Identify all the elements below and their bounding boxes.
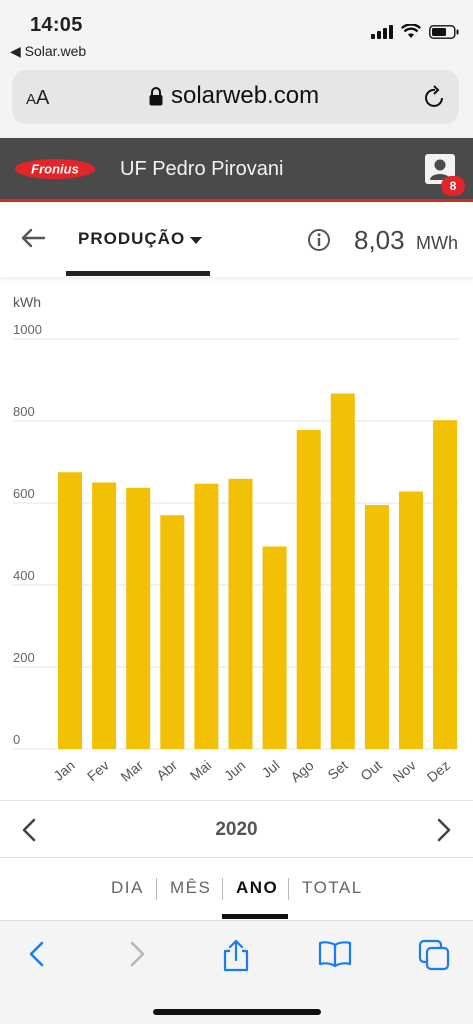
bar-set[interactable] — [330, 393, 355, 749]
y-tick-label: 0 — [13, 732, 20, 747]
signal-icon — [371, 24, 393, 39]
bar-fev[interactable] — [92, 482, 117, 750]
back-arrow-icon[interactable] — [20, 227, 46, 249]
period-tabs: DIA MÊS ANO TOTAL — [0, 860, 473, 920]
plant-name: UF Pedro Pirovani — [120, 158, 284, 180]
x-tick-label: Mai — [187, 757, 215, 784]
y-axis-label: kWh — [13, 294, 41, 310]
bar-abr[interactable] — [160, 515, 185, 749]
x-tick-label: Abr — [153, 757, 180, 783]
tab-ano[interactable]: ANO — [236, 878, 279, 897]
view-toolbar: PRODUÇÃO 8,03 MWh — [0, 205, 473, 277]
tab-separator — [288, 878, 289, 900]
brand-text: Fronius — [31, 162, 79, 177]
tab-total[interactable]: TOTAL — [302, 878, 363, 897]
share-icon[interactable] — [221, 939, 251, 973]
url-group: solarweb.com — [149, 82, 319, 110]
fronius-logo[interactable]: Fronius — [14, 158, 96, 180]
chevron-left-icon[interactable] — [20, 817, 38, 843]
bar-mar[interactable] — [126, 487, 151, 749]
total-production-value: 8,03 — [354, 225, 405, 255]
x-tick-label: Jun — [221, 757, 249, 784]
active-tab-underline — [222, 914, 288, 919]
bookmarks-icon[interactable] — [318, 939, 352, 969]
x-tick-label: Out — [357, 757, 385, 784]
bar-mai[interactable] — [194, 483, 219, 749]
bar-dez[interactable] — [433, 420, 458, 749]
battery-icon — [429, 24, 459, 39]
x-tick-label: Mar — [117, 757, 146, 785]
info-icon[interactable] — [307, 228, 331, 252]
wifi-icon — [401, 24, 421, 38]
lock-icon — [149, 87, 163, 106]
tab-mes[interactable]: MÊS — [170, 878, 212, 897]
y-tick-label: 1000 — [13, 322, 42, 337]
text-size-button[interactable]: AA — [26, 87, 50, 109]
address-bar[interactable]: AA solarweb.com — [12, 70, 459, 124]
selected-year: 2020 — [215, 819, 258, 840]
year-navigator: 2020 — [0, 800, 473, 858]
x-tick-label: Set — [324, 757, 350, 783]
browser-address-area: AA solarweb.com — [0, 64, 473, 138]
browser-toolbar — [0, 920, 473, 1024]
x-tick-label: Jan — [50, 757, 78, 784]
back-to-app-link[interactable]: ◀ Solar.web — [10, 43, 87, 59]
app-header: Fronius UF Pedro Pirovani 8 — [0, 138, 473, 202]
metric-underline — [66, 271, 210, 276]
bar-nov[interactable] — [399, 491, 423, 749]
caret-down-icon[interactable] — [190, 237, 202, 244]
production-bar-chart: kWh 1000 800 600 400 200 0 Jan Fev Mar Abr Mai Jun… — [13, 294, 459, 785]
bar-jan[interactable] — [58, 472, 82, 749]
tab-separator — [222, 878, 223, 900]
y-tick-label: 400 — [13, 568, 35, 583]
status-time: 14:05 — [30, 14, 83, 36]
chevron-right-icon[interactable] — [435, 817, 453, 843]
home-indicator — [153, 1009, 321, 1015]
x-tick-label: Dez — [424, 757, 453, 785]
browser-forward-icon[interactable] — [126, 939, 148, 969]
bar-out[interactable] — [364, 505, 389, 749]
notification-badge[interactable]: 8 — [441, 176, 465, 196]
system-icons — [371, 24, 459, 39]
bar-jun[interactable] — [228, 478, 253, 749]
tab-separator — [156, 878, 157, 900]
tab-dia[interactable]: DIA — [111, 878, 144, 897]
bar-ago[interactable] — [296, 430, 321, 749]
reload-icon[interactable] — [423, 84, 447, 110]
bar-jul[interactable] — [262, 546, 287, 749]
metric-dropdown[interactable]: PRODUÇÃO — [78, 229, 186, 248]
tabs-icon[interactable] — [418, 939, 450, 971]
url-text: solarweb.com — [171, 82, 320, 109]
status-bar: 14:05 ◀ Solar.web — [0, 0, 473, 64]
y-tick-label: 600 — [13, 486, 35, 501]
x-tick-label: Fev — [84, 757, 112, 784]
x-tick-label: Ago — [287, 757, 317, 785]
y-tick-label: 200 — [13, 650, 35, 665]
y-tick-label: 800 — [13, 404, 35, 419]
total-production-unit: MWh — [416, 233, 458, 253]
x-tick-label: Nov — [390, 757, 419, 785]
browser-back-icon[interactable] — [26, 939, 48, 969]
x-tick-label: Jul — [259, 757, 283, 781]
